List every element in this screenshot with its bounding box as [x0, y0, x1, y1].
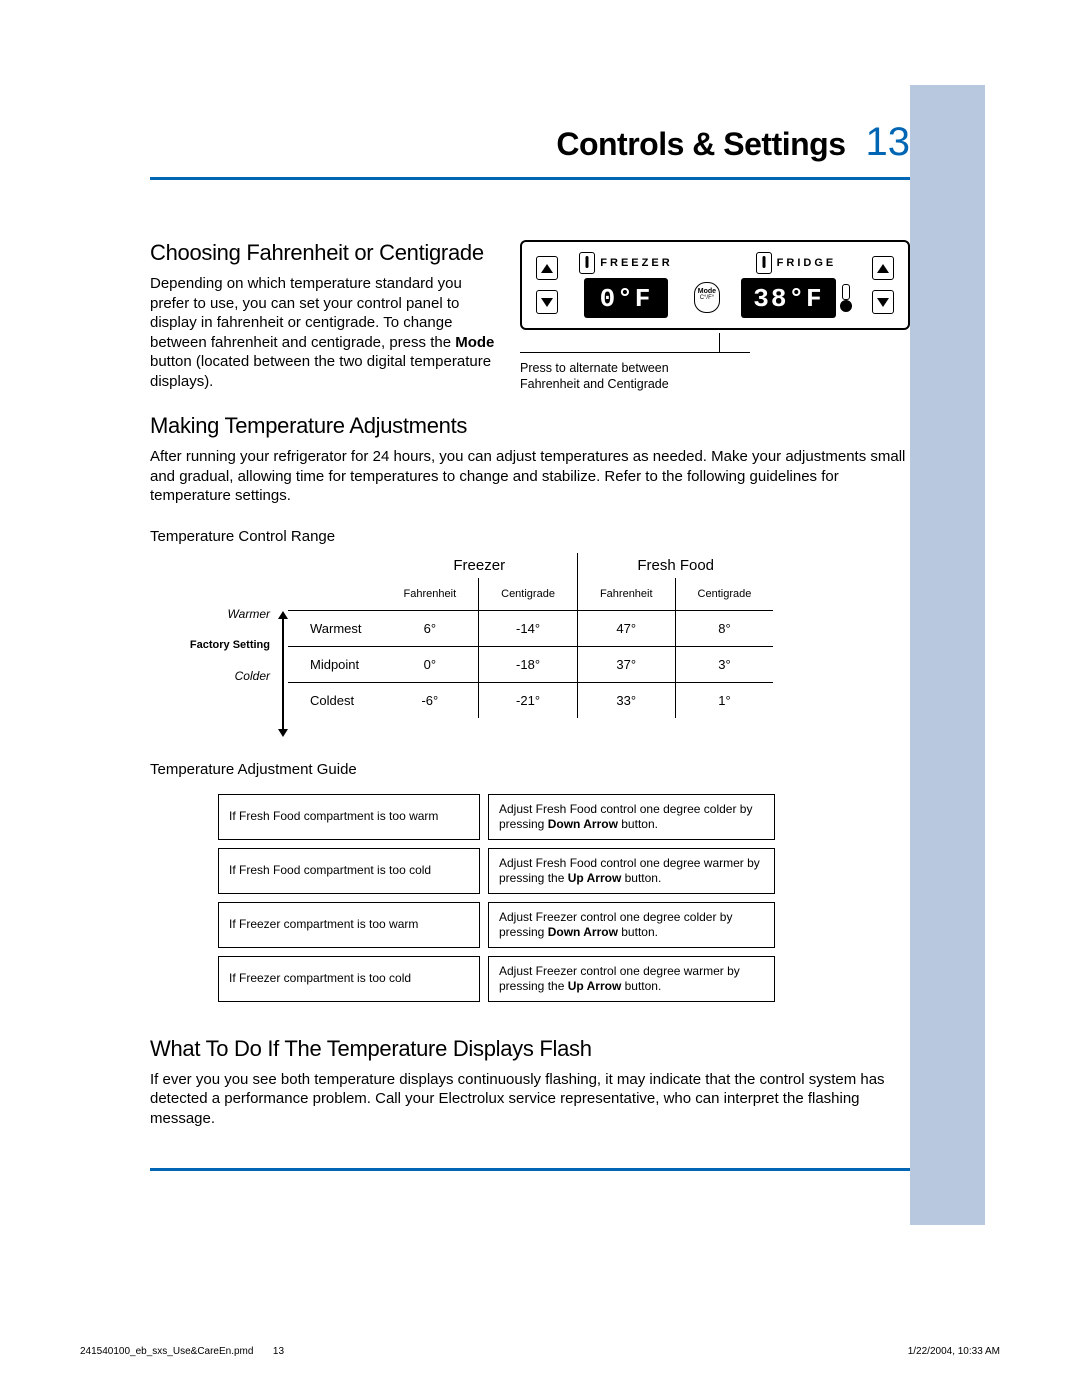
cell: 47° [577, 610, 675, 646]
freezer-down-icon [536, 290, 558, 314]
page-number: 13 [866, 120, 911, 165]
document-footer: 241540100_eb_sxs_Use&CareEn.pmd 13 1/22/… [80, 1346, 1000, 1357]
guide-act: Adjust Freezer control one degree warmer… [488, 956, 775, 1002]
fridge-section: FRIDGE 38°F [741, 252, 850, 318]
freezer-section: FREEZER 0°F [579, 252, 672, 318]
cell: 8° [675, 610, 773, 646]
col-freshfood: Fresh Food [577, 553, 773, 578]
label-colder: Colder [170, 669, 270, 683]
cell: 3° [675, 646, 773, 682]
para-pre: Depending on which temperature standard … [150, 275, 462, 351]
cell: -6° [382, 682, 479, 718]
panel-frame: FREEZER 0°F Mode C°/F° FRIDGE [520, 240, 910, 330]
sub-c: Centigrade [479, 578, 578, 611]
range-table: Freezer Fresh Food Fahrenheit Centigrade… [288, 553, 773, 718]
cell: 0° [382, 646, 479, 682]
freezer-label: FREEZER [600, 257, 672, 269]
range-arrow-icon [278, 553, 288, 737]
cell: 1° [675, 682, 773, 718]
guide-cond: If Fresh Food compartment is too warm [218, 794, 480, 840]
fridge-arrows [872, 256, 894, 314]
footer-date: 1/22/2004, 10:33 AM [908, 1346, 1000, 1357]
row-label: Coldest [288, 682, 382, 718]
cell: -14° [479, 610, 578, 646]
heading-adjustments: Making Temperature Adjustments [150, 413, 910, 439]
freezer-arrows [536, 256, 558, 314]
table-row: Freezer Fresh Food [288, 553, 773, 578]
mode-button-icon: Mode C°/F° [694, 282, 720, 313]
bulb-icon [841, 284, 851, 312]
range-table-title: Temperature Control Range [150, 528, 910, 545]
thermometer-icon [579, 252, 595, 274]
page-title: Controls & Settings [556, 126, 845, 163]
control-panel-diagram: FREEZER 0°F Mode C°/F° FRIDGE [520, 240, 910, 392]
table-row: If Fresh Food compartment is too cold Ad… [218, 848, 775, 894]
guide-act: Adjust Fresh Food control one degree war… [488, 848, 775, 894]
table-row: If Freezer compartment is too warm Adjus… [218, 902, 775, 948]
fridge-up-icon [872, 256, 894, 280]
cell: 33° [577, 682, 675, 718]
heading-flash: What To Do If The Temperature Displays F… [150, 1036, 910, 1062]
fridge-display: 38°F [741, 278, 835, 318]
cell: -21° [479, 682, 578, 718]
table-row: If Fresh Food compartment is too warm Ad… [218, 794, 775, 840]
heading-choosing: Choosing Fahrenheit or Centigrade [150, 240, 500, 266]
range-table-wrap: Warmer Factory Setting Colder Freezer Fr… [170, 553, 910, 737]
panel-caption: Press to alternate between Fahrenheit an… [520, 361, 910, 392]
cell: -18° [479, 646, 578, 682]
row-label: Warmest [288, 610, 382, 646]
guide-cond: If Freezer compartment is too cold [218, 956, 480, 1002]
label-factory: Factory Setting [170, 639, 270, 651]
guide-act: Adjust Freezer control one degree colder… [488, 902, 775, 948]
para-flash: If ever you you see both temperature dis… [150, 1070, 910, 1129]
label-warmer: Warmer [170, 607, 270, 621]
sidebar-accent [910, 85, 985, 1225]
row-label: Midpoint [288, 646, 382, 682]
cell: 6° [382, 610, 479, 646]
table-row: If Freezer compartment is too cold Adjus… [218, 956, 775, 1002]
caption-line2: Fahrenheit and Centigrade [520, 377, 669, 391]
freezer-display: 0°F [584, 278, 668, 318]
guide-table: If Fresh Food compartment is too warm Ad… [210, 786, 783, 1010]
range-side-labels: Warmer Factory Setting Colder [170, 553, 278, 683]
cell: 37° [577, 646, 675, 682]
footer-file-page: 13 [273, 1346, 284, 1357]
content-area: Controls & Settings 13 Choosing Fahrenhe… [150, 120, 910, 1171]
fridge-label: FRIDGE [777, 257, 837, 269]
guide-cond: If Fresh Food compartment is too cold [218, 848, 480, 894]
freezer-up-icon [536, 256, 558, 280]
thermometer-icon [756, 252, 772, 274]
caption-leader [520, 352, 750, 353]
table-row: Midpoint 0° -18° 37° 3° [288, 646, 773, 682]
col-freezer: Freezer [382, 553, 578, 578]
para-choosing: Depending on which temperature standard … [150, 274, 500, 391]
table-row: Warmest 6° -14° 47° 8° [288, 610, 773, 646]
mode-label-2: C°/F° [695, 295, 719, 301]
guide-cond: If Freezer compartment is too warm [218, 902, 480, 948]
sub-f: Fahrenheit [382, 578, 479, 611]
section-choosing: Choosing Fahrenheit or Centigrade Depend… [150, 240, 910, 413]
para-post: button (located between the two digital … [150, 353, 491, 390]
sub-f: Fahrenheit [577, 578, 675, 611]
guide-table-title: Temperature Adjustment Guide [150, 761, 910, 778]
page-header: Controls & Settings 13 [150, 120, 910, 180]
table-row: Coldest -6° -21° 33° 1° [288, 682, 773, 718]
mode-label-1: Mode [695, 288, 719, 295]
footer-rule [150, 1168, 910, 1171]
fridge-down-icon [872, 290, 894, 314]
caption-line1: Press to alternate between [520, 361, 669, 375]
table-row: Fahrenheit Centigrade Fahrenheit Centigr… [288, 578, 773, 611]
page: Controls & Settings 13 Choosing Fahrenhe… [0, 0, 1080, 1397]
para-bold: Mode [455, 334, 494, 351]
sub-c: Centigrade [675, 578, 773, 611]
para-adjustments: After running your refrigerator for 24 h… [150, 447, 910, 506]
footer-file: 241540100_eb_sxs_Use&CareEn.pmd [80, 1346, 253, 1357]
guide-act: Adjust Fresh Food control one degree col… [488, 794, 775, 840]
